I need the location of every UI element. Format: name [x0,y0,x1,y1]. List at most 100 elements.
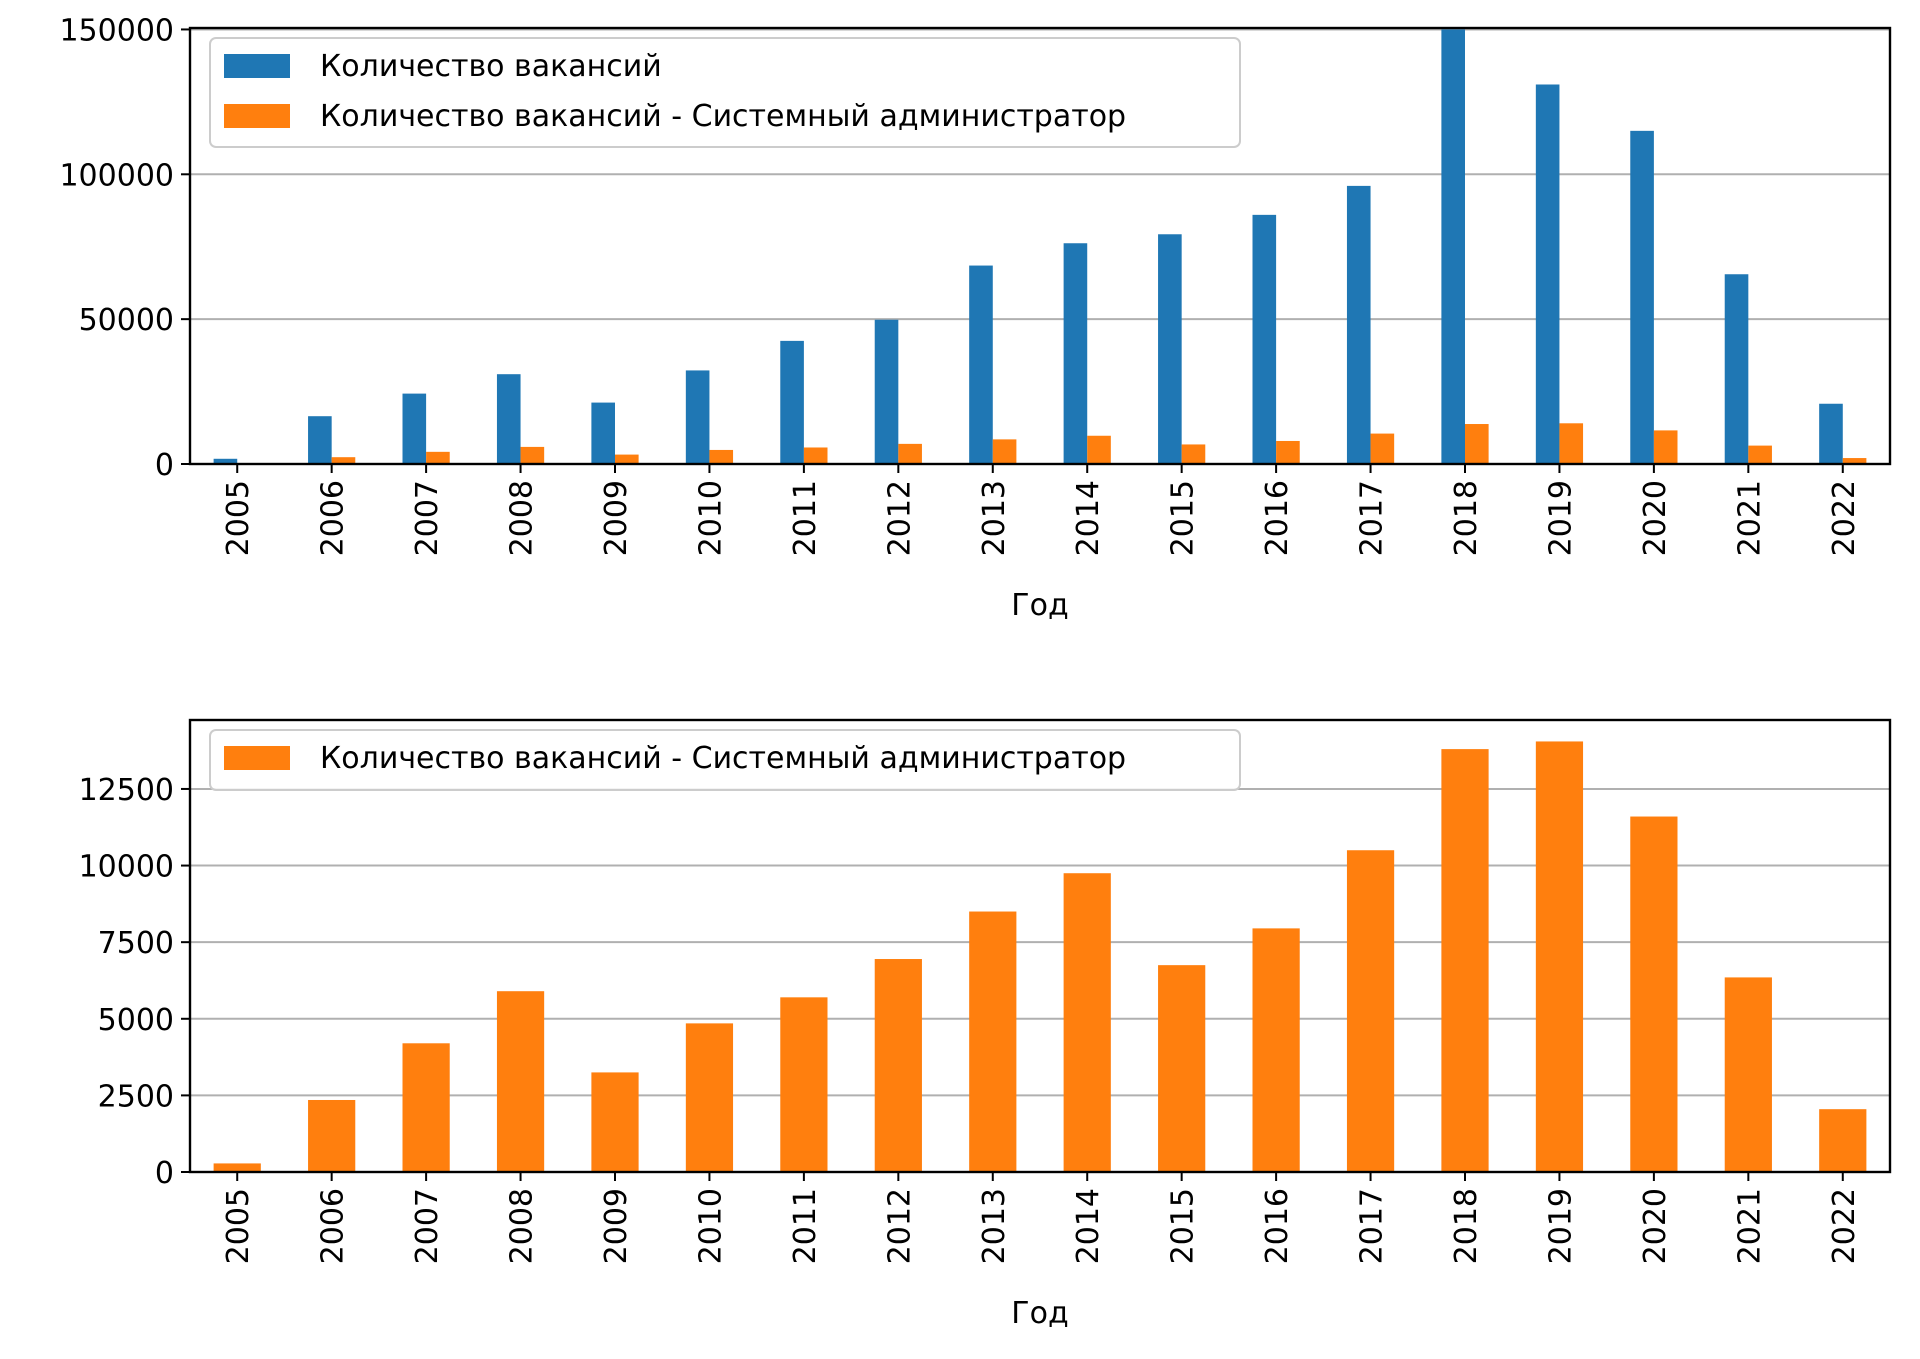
y-tick-label: 0 [155,448,174,483]
x-tick-label: 2005 [221,480,256,556]
bar-2019-series-0 [1535,741,1584,1172]
bar-2018-series-1 [1465,424,1489,464]
x-tick-label: 2013 [977,1188,1012,1264]
x-tick-label: 2009 [599,480,634,556]
chart-sysadmin-vacancies: 0 2500 5000 7500 10000 12500 2005 2006 2007 2008 2… [79,718,1892,1331]
plot-frame [188,718,1892,1174]
x-tick-label: 2017 [1355,480,1390,556]
x-tick-label: 2011 [788,480,823,556]
x-tick-label: 2012 [882,1188,917,1264]
bar-2022-series-0 [1819,403,1843,464]
x-tick-label: 2018 [1449,1188,1484,1264]
y-tick-label: 150000 [59,13,174,48]
bar-2020-series-0 [1630,816,1678,1172]
x-tick-label: 2006 [316,480,351,556]
bar-2020-series-1 [1653,430,1678,464]
bar-2021-series-0 [1724,977,1772,1172]
bar-2006-series-0 [308,1099,356,1172]
bar-2012-series-1 [898,443,922,464]
bar-2013-series-0 [969,265,993,464]
legend-swatch [224,746,290,770]
bar-2014-series-0 [1063,873,1111,1172]
x-tick-label: 2012 [882,480,917,556]
chart-total-vacancies: 0 50000 100000 150000 2005 2006 2007 2008 2009 20… [59,13,1892,623]
x-tick-label: 2021 [1732,480,1767,556]
bar-2011-series-0 [780,340,804,464]
legend-label: Количество вакансий - Системный админист… [320,99,1126,134]
bar-2021-series-1 [1748,445,1772,464]
y-tick-label: 12500 [79,773,174,808]
bar-2014-series-0 [1063,243,1088,464]
bar-2006-series-0 [308,416,332,464]
legend-label: Количество вакансий - Системный админист… [320,741,1126,776]
bar-2016-series-1 [1276,440,1300,464]
x-tick-label: 2011 [788,1188,823,1264]
bar-2019-series-1 [1559,423,1584,464]
bar-2008-series-1 [520,446,545,464]
bar-2009-series-0 [591,1072,639,1172]
y-tick-label: 50000 [79,303,174,338]
x-tick-label: 2005 [221,1188,256,1264]
bar-2008-series-0 [496,991,545,1172]
legend-swatch [224,104,290,128]
bar-2015-series-0 [1158,965,1206,1172]
bar-2011-series-0 [780,997,828,1172]
bar-2018-series-0 [1441,29,1465,464]
x-tick-label: 2015 [1166,1188,1201,1264]
x-tick-label: 2016 [1260,480,1295,556]
x-axis-label: Год [1011,588,1068,623]
bar-2017-series-1 [1370,433,1395,464]
x-tick-label: 2019 [1543,1188,1578,1264]
bar-2017-series-0 [1346,185,1371,465]
bar-2015-series-0 [1158,234,1182,464]
x-tick-label: 2009 [599,1188,634,1264]
legend-swatch [224,54,290,78]
x-tick-label: 2006 [316,1188,351,1264]
bar-2010-series-1 [709,449,734,464]
x-tick-label: 2014 [1071,480,1106,556]
bar-2012-series-0 [874,319,899,464]
bar-2011-series-1 [803,447,828,464]
bar-2014-series-1 [1087,435,1111,464]
y-tick-label: 100000 [59,158,174,193]
bar-2012-series-0 [874,959,922,1172]
x-tick-label: 2018 [1449,480,1484,556]
x-tick-label: 2007 [410,480,445,556]
y-tick-label: 10000 [79,850,174,885]
x-tick-label: 2015 [1166,480,1201,556]
bar-2010-series-0 [685,1023,734,1172]
bar-2006-series-1 [331,457,356,464]
bar-2007-series-0 [402,1043,450,1172]
x-tick-label: 2013 [977,480,1012,556]
bar-2007-series-0 [402,393,427,464]
x-tick-label: 2014 [1071,1188,1106,1264]
x-tick-label: 2016 [1260,1188,1295,1264]
x-tick-label: 2010 [693,1188,728,1264]
bar-2007-series-1 [426,451,450,464]
bar-2013-series-0 [969,911,1017,1172]
bar-2009-series-0 [591,402,615,464]
bar-2013-series-1 [992,439,1017,464]
x-tick-label: 2017 [1355,1188,1390,1264]
legend-label: Количество вакансий [320,49,662,84]
bar-2010-series-0 [685,370,710,464]
x-tick-label: 2008 [505,1188,540,1264]
x-tick-label: 2021 [1732,1188,1767,1264]
x-tick-label: 2020 [1638,480,1673,556]
plot-frame [188,26,1892,466]
bar-2016-series-0 [1252,928,1300,1172]
bar-2017-series-0 [1346,850,1395,1172]
x-tick-label: 2008 [505,480,540,556]
y-tick-label: 0 [155,1156,174,1191]
x-tick-label: 2022 [1827,480,1862,556]
bar-2016-series-0 [1252,214,1277,464]
bar-2022-series-0 [1819,1109,1867,1172]
bar-2020-series-0 [1630,130,1654,464]
bar-2022-series-1 [1842,458,1867,464]
bar-2021-series-0 [1724,274,1749,464]
bar-2009-series-1 [615,454,639,464]
x-tick-label: 2022 [1827,1188,1862,1264]
legend-box [209,729,1241,791]
legend-box [209,37,1241,148]
